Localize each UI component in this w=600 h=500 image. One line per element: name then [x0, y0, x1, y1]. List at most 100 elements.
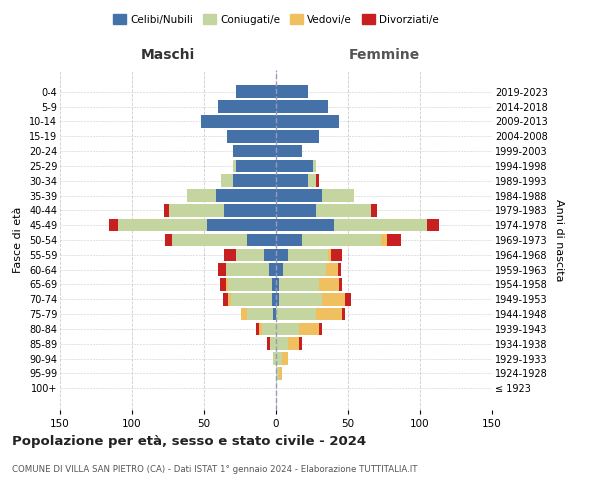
- Bar: [316, 174, 319, 187]
- Bar: [224, 204, 276, 216]
- Bar: [236, 248, 265, 261]
- Bar: [299, 338, 302, 350]
- Bar: [319, 322, 322, 335]
- Bar: [276, 130, 319, 142]
- Bar: [233, 160, 236, 172]
- Bar: [276, 145, 302, 158]
- Bar: [187, 189, 215, 202]
- Bar: [276, 338, 287, 350]
- Bar: [273, 352, 276, 365]
- Bar: [272, 293, 276, 306]
- Bar: [345, 293, 351, 306]
- Bar: [282, 352, 287, 365]
- Bar: [276, 278, 279, 291]
- Bar: [221, 174, 233, 187]
- Bar: [287, 338, 299, 350]
- Bar: [279, 293, 322, 306]
- Bar: [229, 293, 232, 306]
- Bar: [226, 264, 269, 276]
- Bar: [118, 219, 207, 232]
- Bar: [276, 352, 282, 365]
- Bar: [319, 278, 340, 291]
- Bar: [259, 322, 262, 335]
- Bar: [223, 293, 229, 306]
- Bar: [308, 174, 316, 187]
- Bar: [276, 86, 308, 98]
- Bar: [381, 234, 387, 246]
- Legend: Celibi/Nubili, Coniugati/e, Vedovi/e, Divorziati/e: Celibi/Nubili, Coniugati/e, Vedovi/e, Di…: [109, 10, 443, 29]
- Bar: [427, 219, 439, 232]
- Bar: [276, 248, 287, 261]
- Bar: [316, 204, 371, 216]
- Bar: [247, 308, 273, 320]
- Bar: [287, 248, 328, 261]
- Bar: [232, 293, 272, 306]
- Y-axis label: Fasce di età: Fasce di età: [13, 207, 23, 273]
- Bar: [338, 264, 341, 276]
- Bar: [236, 86, 276, 98]
- Bar: [322, 293, 345, 306]
- Bar: [326, 264, 338, 276]
- Text: Femmine: Femmine: [349, 48, 419, 62]
- Bar: [276, 219, 334, 232]
- Bar: [169, 204, 224, 216]
- Text: Popolazione per età, sesso e stato civile - 2024: Popolazione per età, sesso e stato civil…: [12, 435, 366, 448]
- Bar: [165, 234, 172, 246]
- Bar: [220, 278, 226, 291]
- Bar: [207, 219, 276, 232]
- Bar: [299, 322, 319, 335]
- Bar: [268, 338, 270, 350]
- Bar: [218, 264, 226, 276]
- Bar: [236, 160, 276, 172]
- Bar: [322, 189, 354, 202]
- Bar: [270, 338, 276, 350]
- Text: Maschi: Maschi: [141, 48, 195, 62]
- Bar: [276, 115, 340, 128]
- Bar: [215, 189, 276, 202]
- Bar: [241, 308, 247, 320]
- Bar: [387, 234, 401, 246]
- Bar: [256, 322, 259, 335]
- Bar: [276, 160, 313, 172]
- Bar: [233, 174, 276, 187]
- Bar: [276, 367, 279, 380]
- Bar: [269, 264, 276, 276]
- Bar: [201, 115, 276, 128]
- Bar: [279, 278, 319, 291]
- Bar: [371, 204, 377, 216]
- Bar: [227, 130, 276, 142]
- Bar: [276, 234, 302, 246]
- Bar: [276, 308, 316, 320]
- Bar: [340, 278, 342, 291]
- Bar: [276, 264, 283, 276]
- Bar: [218, 100, 276, 113]
- Bar: [334, 219, 427, 232]
- Bar: [276, 204, 316, 216]
- Bar: [279, 367, 282, 380]
- Bar: [265, 248, 276, 261]
- Bar: [331, 248, 342, 261]
- Bar: [164, 204, 169, 216]
- Bar: [276, 293, 279, 306]
- Bar: [247, 234, 276, 246]
- Bar: [316, 308, 342, 320]
- Bar: [276, 189, 322, 202]
- Bar: [109, 219, 118, 232]
- Bar: [276, 174, 308, 187]
- Text: COMUNE DI VILLA SAN PIETRO (CA) - Dati ISTAT 1° gennaio 2024 - Elaborazione TUTT: COMUNE DI VILLA SAN PIETRO (CA) - Dati I…: [12, 465, 418, 474]
- Bar: [224, 248, 236, 261]
- Bar: [233, 145, 276, 158]
- Bar: [276, 322, 299, 335]
- Bar: [272, 278, 276, 291]
- Bar: [229, 278, 272, 291]
- Bar: [276, 100, 328, 113]
- Bar: [302, 234, 381, 246]
- Bar: [342, 308, 345, 320]
- Bar: [283, 264, 326, 276]
- Bar: [273, 308, 276, 320]
- Bar: [262, 322, 276, 335]
- Bar: [313, 160, 316, 172]
- Y-axis label: Anni di nascita: Anni di nascita: [554, 198, 565, 281]
- Bar: [328, 248, 331, 261]
- Bar: [226, 278, 229, 291]
